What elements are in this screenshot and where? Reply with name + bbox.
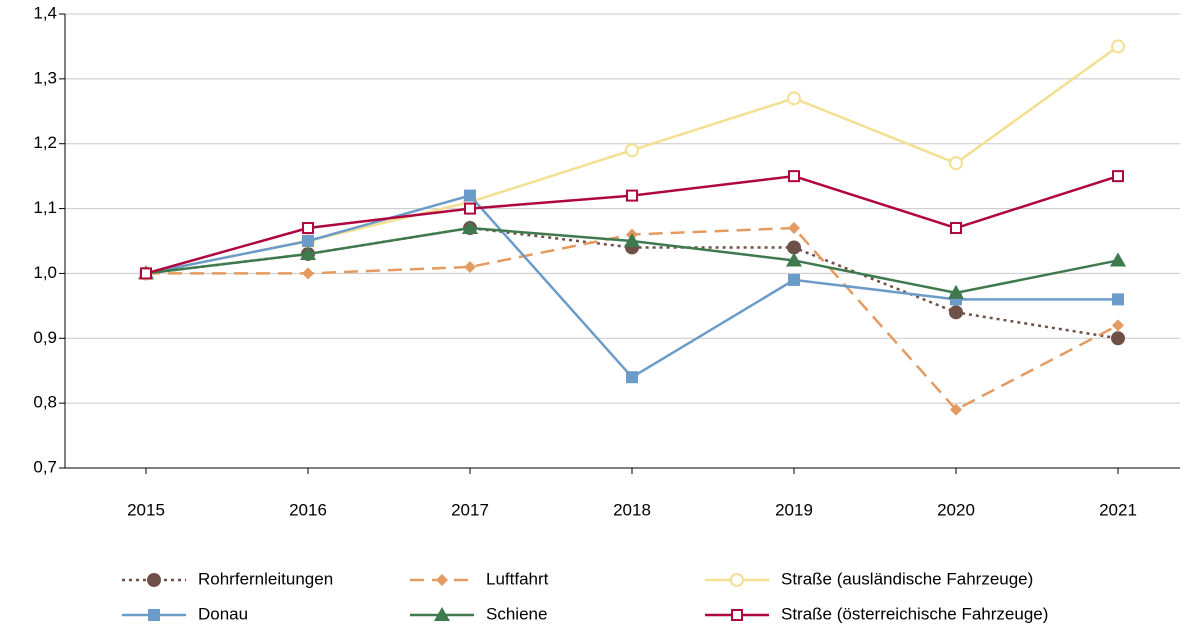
point <box>625 143 639 158</box>
point <box>1111 331 1125 346</box>
x-tick-label: 2020 <box>937 500 975 519</box>
point <box>1111 39 1125 54</box>
point <box>626 371 638 384</box>
legend-label: Straße (österreichische Fahrzeuge) <box>781 604 1048 623</box>
point <box>788 273 800 286</box>
point <box>950 403 962 416</box>
legend-label: Luftfahrt <box>486 569 549 588</box>
y-tick-label: 1,2 <box>33 133 57 152</box>
point <box>787 91 801 106</box>
point <box>464 202 476 215</box>
point <box>1112 170 1124 183</box>
point <box>464 260 476 273</box>
point <box>140 267 152 280</box>
point <box>302 222 314 235</box>
point <box>462 220 478 235</box>
point <box>300 245 316 260</box>
point <box>949 156 963 171</box>
legend-marker <box>730 573 744 587</box>
x-tick-label: 2015 <box>127 500 165 519</box>
legend-marker <box>436 574 448 586</box>
y-tick-label: 0,8 <box>33 393 57 412</box>
legend-label: Straße (ausländische Fahrzeuge) <box>781 569 1033 588</box>
legend-marker <box>731 609 743 621</box>
legend-marker <box>148 609 160 621</box>
x-tick-label: 2017 <box>451 500 489 519</box>
legend-marker <box>147 573 161 587</box>
y-tick-label: 0,7 <box>33 457 57 476</box>
y-tick-label: 1,3 <box>33 68 57 87</box>
point <box>786 252 802 267</box>
y-tick-label: 1,4 <box>33 3 57 22</box>
point <box>626 189 638 202</box>
point <box>1112 319 1124 332</box>
point <box>1110 252 1126 267</box>
legend-label: Schiene <box>486 604 547 623</box>
point <box>464 189 476 202</box>
legend-marker <box>434 607 450 621</box>
x-tick-label: 2018 <box>613 500 651 519</box>
point <box>787 240 801 255</box>
point <box>1112 293 1124 306</box>
y-tick-label: 1,1 <box>33 198 57 217</box>
point <box>788 222 800 235</box>
legend-label: Rohrfernleitungen <box>198 569 333 588</box>
point <box>302 235 314 247</box>
point <box>949 305 963 320</box>
point <box>788 170 800 183</box>
point <box>302 267 314 280</box>
x-tick-label: 2019 <box>775 500 813 519</box>
y-tick-label: 1,0 <box>33 263 57 282</box>
point <box>948 284 964 299</box>
point <box>950 222 962 235</box>
y-tick-label: 0,9 <box>33 328 57 347</box>
legend-label: Donau <box>198 604 248 623</box>
x-tick-label: 2021 <box>1099 500 1137 519</box>
x-tick-label: 2016 <box>289 500 327 519</box>
point <box>624 233 640 247</box>
